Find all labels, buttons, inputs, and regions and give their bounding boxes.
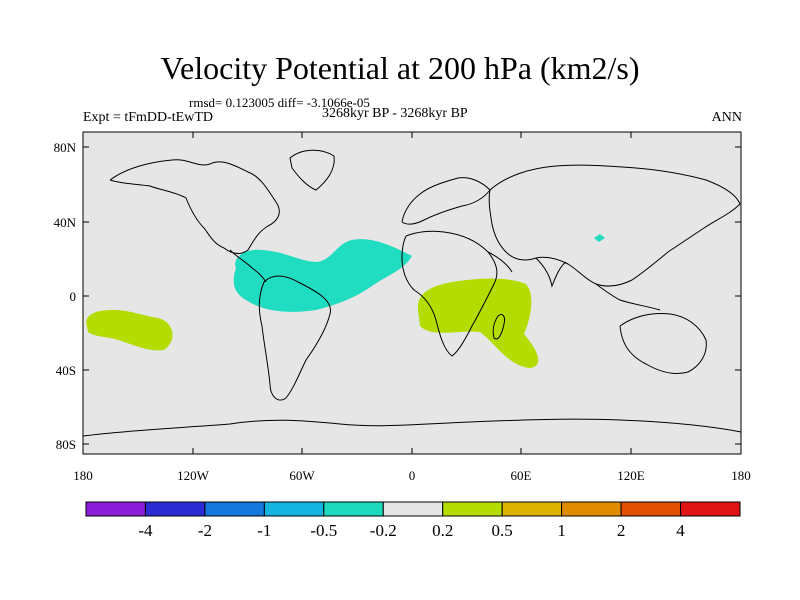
colorbar-label: -0.5 [310, 521, 337, 540]
coast-arabia-india [487, 251, 567, 288]
coast-antarctica [82, 418, 742, 437]
lon-label: 60W [289, 468, 315, 483]
colorbar-box [144, 501, 206, 517]
positive-anomaly-region-pacific [86, 310, 173, 351]
colorbar-box [680, 501, 741, 517]
lat-label: 40S [56, 363, 76, 378]
positive-anomaly-region-africa [417, 278, 539, 368]
colorbar-label: 0.2 [432, 521, 453, 540]
colorbar-box [85, 501, 146, 517]
colorbar-box [620, 501, 682, 517]
map-background [83, 132, 741, 454]
coast-north-america [109, 159, 280, 255]
coast-australia [619, 313, 707, 375]
lon-label: 120W [177, 468, 210, 483]
colorbar-label: 1 [557, 521, 566, 540]
lon-label: 60E [511, 468, 532, 483]
colorbar-labels: -4 -2 -1 -0.5 -0.2 0.2 0.5 1 2 4 [138, 521, 685, 540]
lat-label: 0 [70, 289, 77, 304]
colorbar-box [561, 501, 622, 517]
season-label: ANN [711, 110, 742, 125]
colorbar-label: 4 [676, 521, 685, 540]
colorbar-label: -4 [138, 521, 153, 540]
lat-ticks [83, 146, 741, 445]
coast-south-america [258, 275, 331, 401]
colorbar-label: 0.5 [492, 521, 513, 540]
lon-labels: 180 120W 60W 0 60E 120E 180 [73, 468, 751, 483]
colorbar-box [382, 501, 444, 517]
lon-label: 120E [617, 468, 645, 483]
coast-asia [488, 164, 741, 287]
lon-label: 0 [409, 468, 416, 483]
coast-southeast-asia [595, 283, 661, 311]
lat-label: 80S [56, 437, 76, 452]
colorbar-box [204, 501, 265, 517]
negative-anomaly-region-atlantic [233, 239, 412, 312]
coast-madagascar [492, 313, 505, 340]
colorbar-box [263, 501, 325, 517]
lon-ticks [82, 132, 742, 454]
coastlines [82, 149, 742, 437]
lat-label: 80N [54, 140, 77, 155]
colorbar-box [501, 501, 563, 517]
colorbar-label: -0.2 [370, 521, 397, 540]
lon-label: 180 [73, 468, 93, 483]
lat-label: 40N [54, 215, 77, 230]
colorbar-box [442, 501, 503, 517]
colorbar-label: -2 [198, 521, 212, 540]
coast-greenland [289, 149, 335, 191]
colorbar-label: 2 [617, 521, 626, 540]
coast-central-america [229, 249, 267, 283]
colorbar [85, 501, 741, 517]
colorbar-label: -1 [257, 521, 271, 540]
coast-africa [401, 230, 498, 357]
experiment-label: Expt = tFmDD-tEwTD [83, 110, 213, 125]
lat-labels: 80N 40N 0 40S 80S [54, 140, 77, 452]
lon-label: 180 [731, 468, 751, 483]
negative-anomaly-region-asia [594, 234, 605, 242]
colorbar-box [323, 501, 384, 517]
rmsd-diff-stats: rmsd= 0.123005 diff= -3.1066e-05 [189, 95, 370, 110]
map-title: Velocity Potential at 200 hPa (km2/s) [160, 50, 640, 86]
period-label: 3268kyr BP - 3268kyr BP [322, 106, 468, 121]
